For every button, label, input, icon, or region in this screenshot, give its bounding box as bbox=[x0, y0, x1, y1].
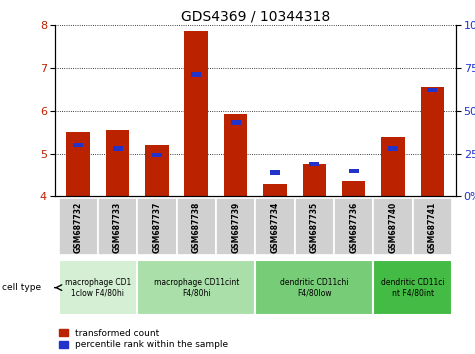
Bar bbox=[66, 132, 90, 196]
Bar bbox=[106, 130, 129, 196]
Bar bbox=[256, 260, 373, 315]
Bar bbox=[294, 198, 334, 255]
Bar bbox=[137, 260, 256, 315]
Text: GSM687733: GSM687733 bbox=[113, 202, 122, 253]
Bar bbox=[388, 146, 398, 150]
Text: GSM687738: GSM687738 bbox=[192, 202, 201, 253]
Text: dendritic CD11chi
F4/80low: dendritic CD11chi F4/80low bbox=[280, 278, 349, 297]
Text: macrophage CD1
1clow F4/80hi: macrophage CD1 1clow F4/80hi bbox=[65, 278, 131, 297]
Bar bbox=[177, 198, 216, 255]
Text: GSM687737: GSM687737 bbox=[152, 202, 162, 253]
Text: GSM687732: GSM687732 bbox=[74, 202, 83, 253]
Bar bbox=[420, 87, 444, 196]
Bar bbox=[137, 198, 177, 255]
Bar bbox=[256, 198, 294, 255]
Text: GSM687736: GSM687736 bbox=[349, 202, 358, 253]
Bar bbox=[113, 146, 123, 150]
Bar bbox=[303, 164, 326, 196]
Bar bbox=[428, 88, 437, 92]
Text: GSM687734: GSM687734 bbox=[270, 202, 279, 253]
Bar bbox=[349, 169, 359, 173]
Bar bbox=[191, 73, 201, 77]
Text: GSM687739: GSM687739 bbox=[231, 202, 240, 253]
Text: GSM687735: GSM687735 bbox=[310, 202, 319, 253]
Text: GSM687741: GSM687741 bbox=[428, 202, 437, 253]
Bar bbox=[309, 162, 319, 166]
Text: dendritic CD11ci
nt F4/80int: dendritic CD11ci nt F4/80int bbox=[381, 278, 445, 297]
Bar bbox=[224, 114, 247, 196]
Bar bbox=[73, 143, 83, 147]
Bar bbox=[373, 260, 452, 315]
Bar bbox=[152, 153, 162, 158]
Bar bbox=[413, 198, 452, 255]
Bar bbox=[263, 184, 287, 196]
Bar bbox=[334, 198, 373, 255]
Text: cell type: cell type bbox=[2, 283, 41, 292]
Legend: transformed count, percentile rank within the sample: transformed count, percentile rank withi… bbox=[59, 329, 228, 349]
Bar bbox=[373, 198, 413, 255]
Bar bbox=[216, 198, 256, 255]
Text: macrophage CD11cint
F4/80hi: macrophage CD11cint F4/80hi bbox=[153, 278, 239, 297]
Bar bbox=[184, 31, 208, 196]
Bar bbox=[145, 145, 169, 196]
Bar bbox=[342, 182, 365, 196]
Bar bbox=[58, 260, 137, 315]
Bar bbox=[270, 170, 280, 175]
Bar bbox=[98, 198, 137, 255]
Bar bbox=[231, 120, 241, 125]
Bar bbox=[381, 137, 405, 196]
Text: GSM687740: GSM687740 bbox=[389, 202, 398, 253]
Bar bbox=[58, 198, 98, 255]
Title: GDS4369 / 10344318: GDS4369 / 10344318 bbox=[180, 10, 330, 24]
